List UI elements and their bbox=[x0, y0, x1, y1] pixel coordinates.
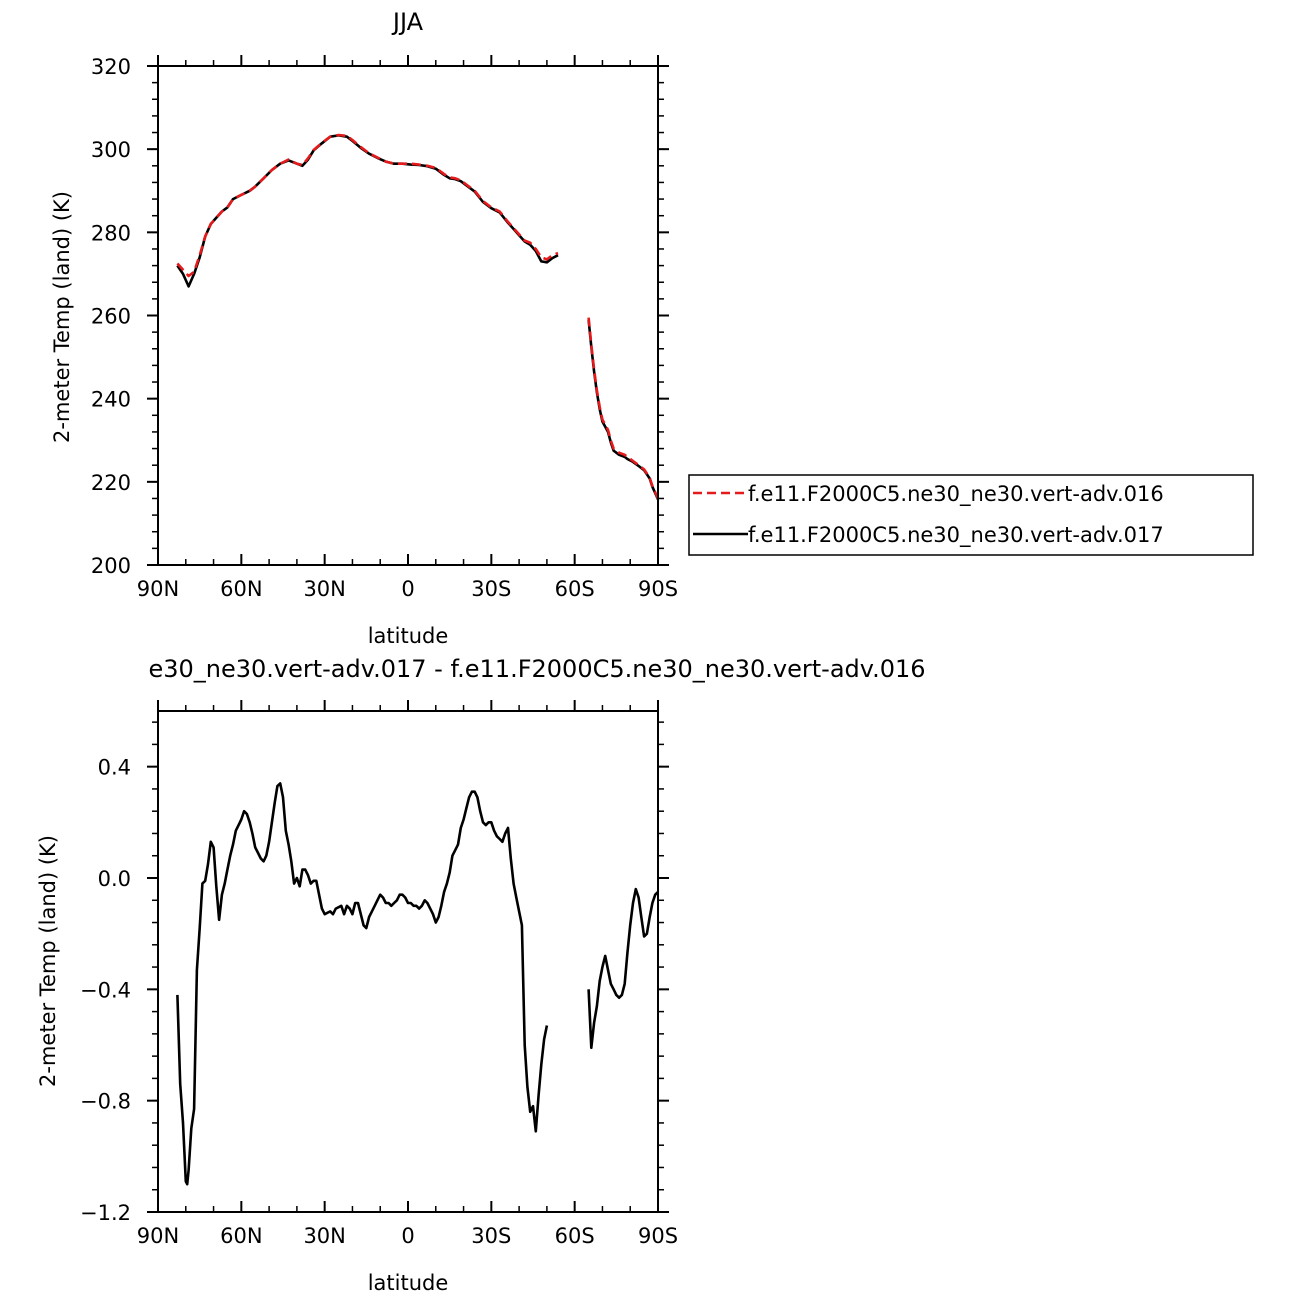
bottom-series-0-segment-1 bbox=[587, 887, 659, 1050]
top-y-tick-label: 220 bbox=[91, 471, 131, 495]
top-y-tick-label: 260 bbox=[91, 305, 131, 329]
bottom-x-tick-label: 0 bbox=[401, 1224, 414, 1248]
top-panel-title: JJA bbox=[391, 8, 424, 36]
top-y-tick-label: 320 bbox=[91, 55, 131, 79]
top-plot-frame bbox=[157, 65, 659, 566]
bottom-plot-frame bbox=[157, 710, 659, 1213]
legend-label-016: f.e11.F2000C5.ne30_ne30.vert-adv.016 bbox=[748, 482, 1164, 507]
top-series-0-segment-0 bbox=[176, 133, 559, 278]
top-y-tick-label: 200 bbox=[91, 554, 131, 578]
bottom-y-tick-label: 0.0 bbox=[98, 867, 131, 891]
bottom-x-tick-label: 30S bbox=[471, 1224, 511, 1248]
top-panel: JJA 90N 60N 30N 0 30S 60S 90S 200 220 240 260 280 30… bbox=[50, 8, 1254, 648]
top-plot-area: 90N 60N 30N 0 30S 60S 90S 200 220 240 260 280 300 320 bbox=[91, 55, 678, 601]
top-y-tick-label: 280 bbox=[91, 221, 131, 245]
top-series-1-segment-0 bbox=[176, 134, 559, 288]
legend-label-017: f.e11.F2000C5.ne30_ne30.vert-adv.017 bbox=[748, 523, 1164, 548]
top-x-tick-label: 60S bbox=[555, 577, 595, 601]
bottom-y-tick-label: −0.4 bbox=[80, 978, 131, 1002]
top-x-tick-label: 0 bbox=[401, 577, 414, 601]
top-series-0-segment-1 bbox=[587, 317, 660, 500]
bottom-x-tick-label: 90S bbox=[638, 1224, 678, 1248]
top-x-tick-label: 30N bbox=[303, 577, 345, 601]
top-legend: f.e11.F2000C5.ne30_ne30.vert-adv.016 f.e… bbox=[688, 474, 1254, 556]
bottom-panel-title: e30_ne30.vert-adv.017 - f.e11.F2000C5.ne… bbox=[148, 655, 925, 683]
bottom-panel: e30_ne30.vert-adv.017 - f.e11.F2000C5.ne… bbox=[36, 655, 926, 1295]
bottom-x-tick-label: 60S bbox=[555, 1224, 595, 1248]
top-y-axis-label: 2-meter Temp (land) (K) bbox=[50, 191, 74, 443]
bottom-x-axis-label: latitude bbox=[368, 1271, 449, 1295]
top-x-tick-label: 90N bbox=[137, 577, 179, 601]
bottom-x-tick-label: 30N bbox=[303, 1224, 345, 1248]
bottom-series-0-segment-0 bbox=[176, 782, 549, 1186]
bottom-y-axis-label: 2-meter Temp (land) (K) bbox=[36, 835, 60, 1087]
bottom-x-tick-label: 60N bbox=[220, 1224, 262, 1248]
legend-box bbox=[688, 474, 1254, 556]
bottom-plot-area: 90N 60N 30N 0 30S 60S 90S −1.2 −0.8 −0.4 0.0 0.4 bbox=[80, 700, 678, 1248]
top-x-tick-label: 60N bbox=[220, 577, 262, 601]
top-x-tick-label: 90S bbox=[638, 577, 678, 601]
bottom-y-tick-label: 0.4 bbox=[98, 756, 131, 780]
top-x-tick-label: 30S bbox=[471, 577, 511, 601]
top-y-tick-label: 240 bbox=[91, 388, 131, 412]
bottom-y-tick-label: −0.8 bbox=[80, 1090, 131, 1114]
bottom-x-tick-label: 90N bbox=[137, 1224, 179, 1248]
top-y-tick-label: 300 bbox=[91, 138, 131, 162]
top-x-axis-label: latitude bbox=[368, 624, 449, 648]
bottom-y-tick-label: −1.2 bbox=[80, 1201, 131, 1225]
